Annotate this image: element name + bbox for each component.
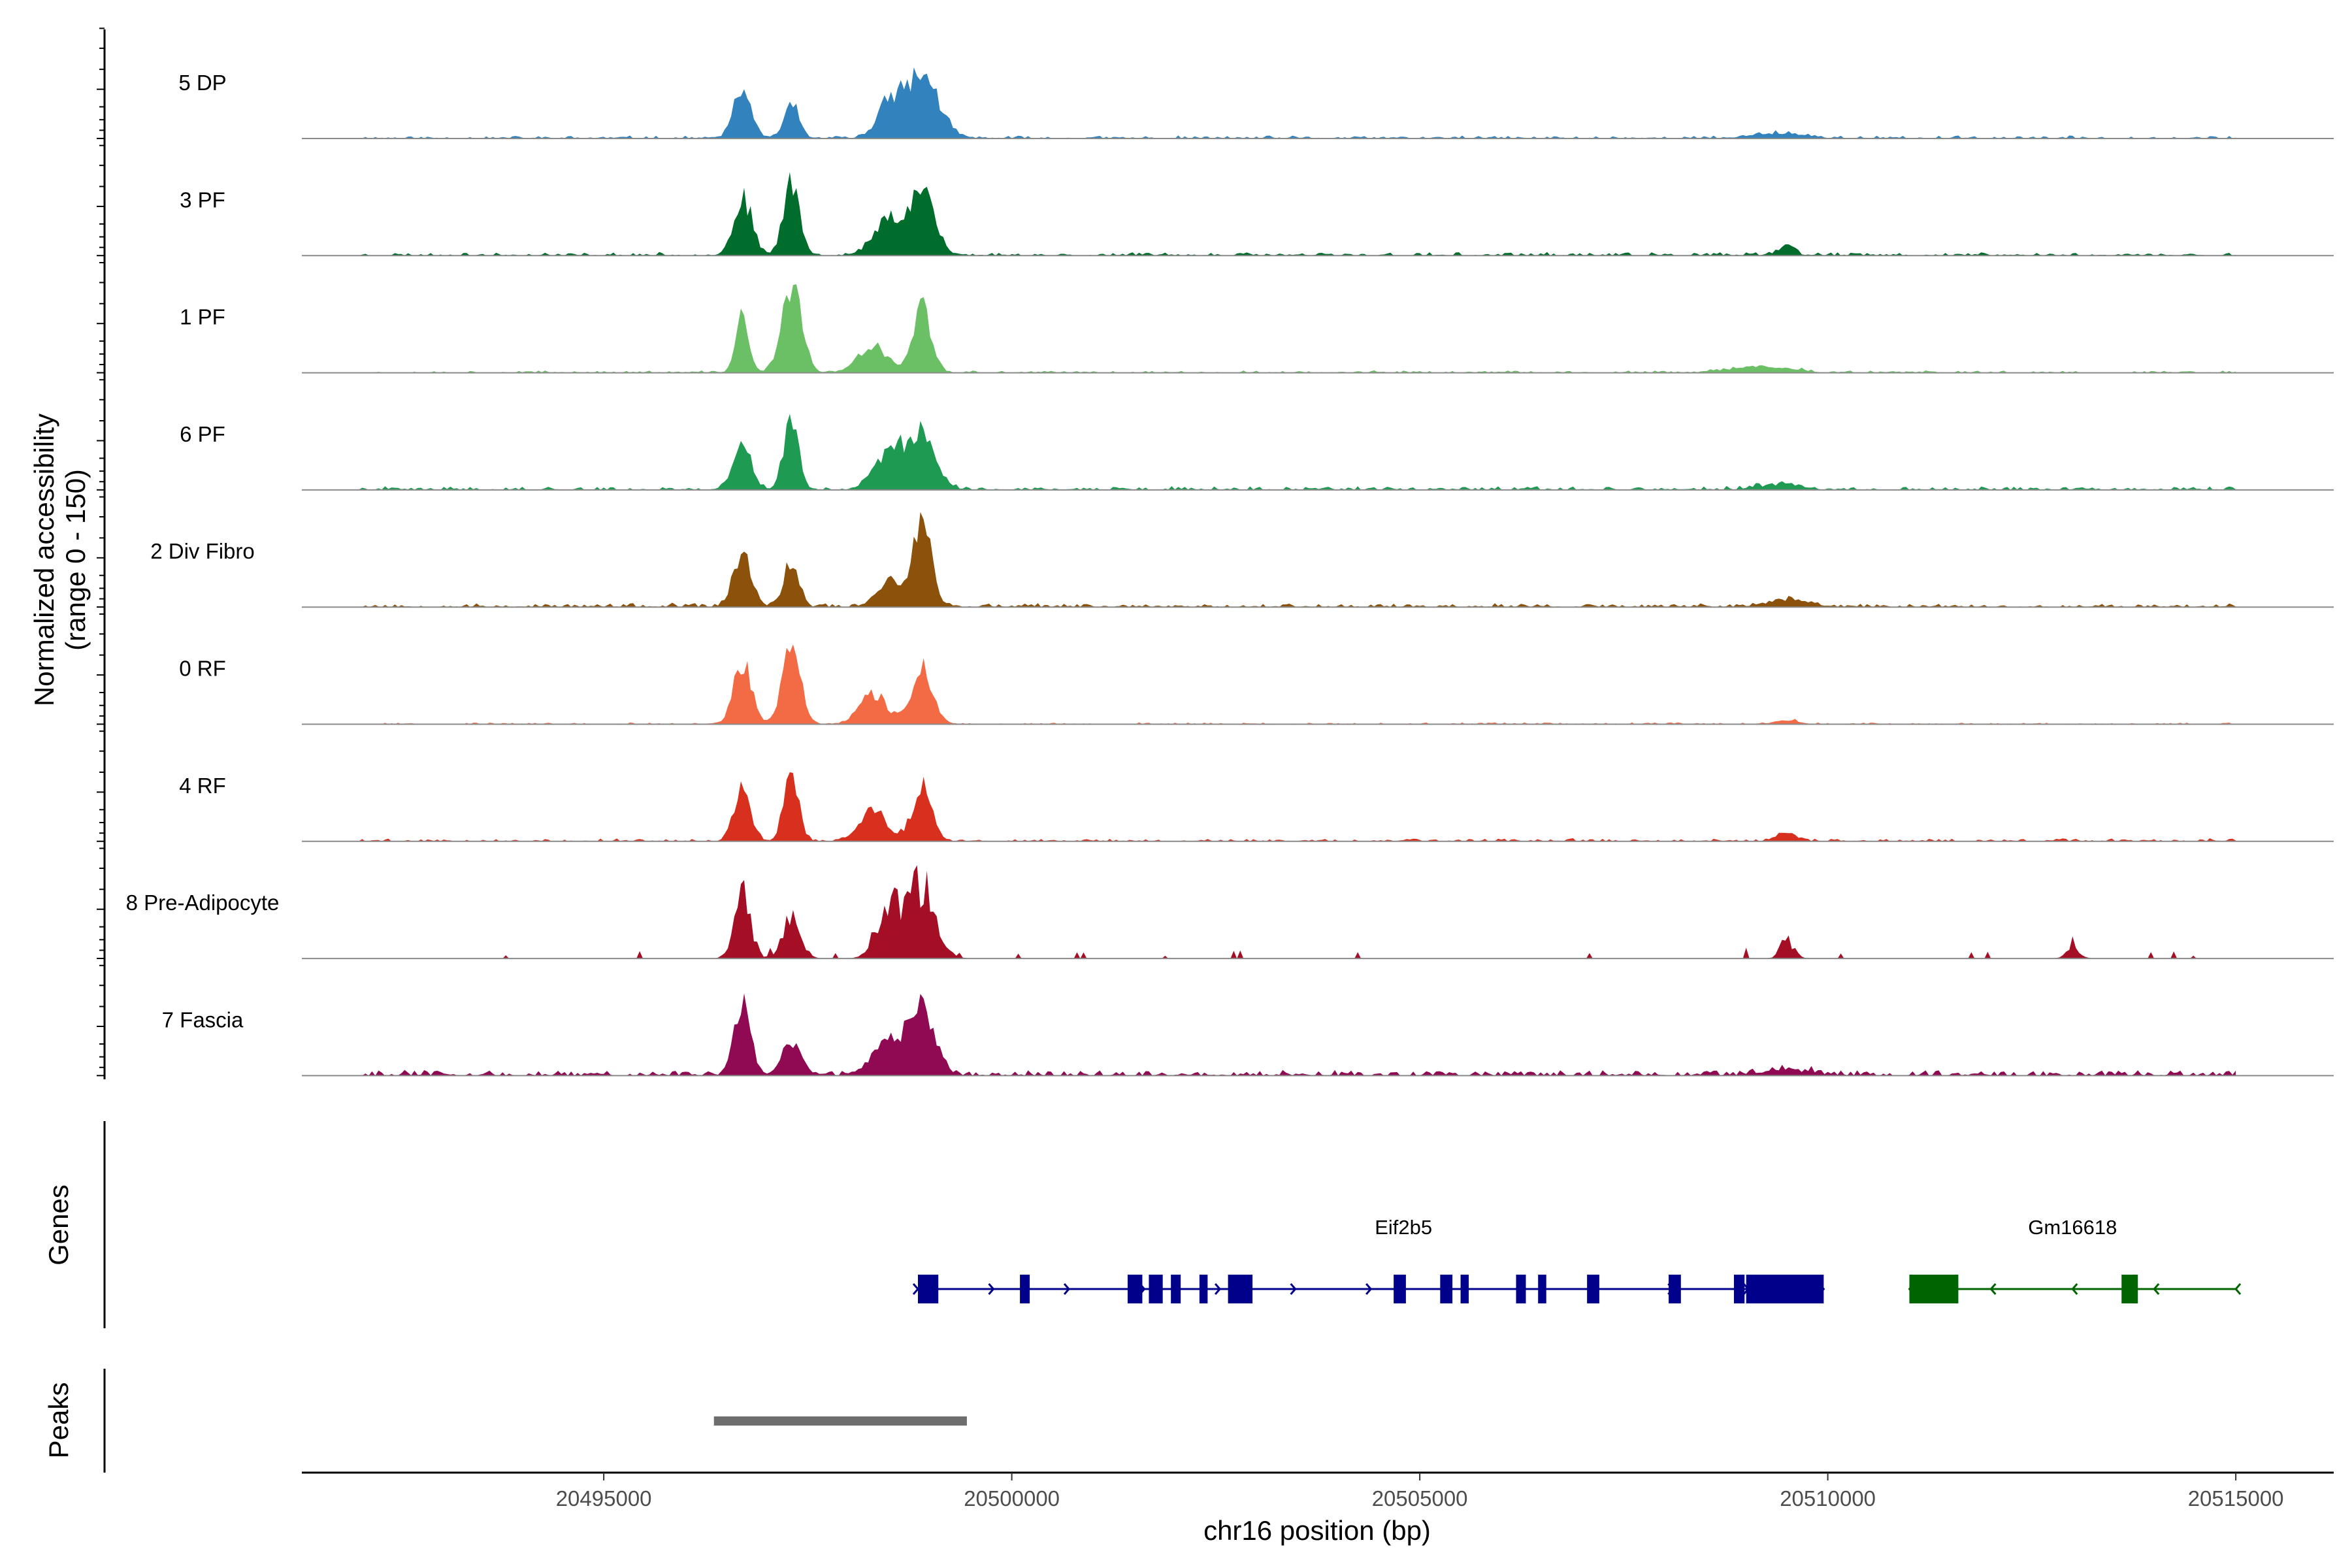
gene-exon	[1228, 1275, 1253, 1303]
track-2-div-fibro: 2 Div Fibro	[150, 512, 2334, 608]
coverage-area	[359, 172, 2236, 256]
coverage-area	[359, 414, 2236, 490]
gene-exon	[1440, 1275, 1453, 1303]
track-1-pf: 1 PF	[180, 284, 2334, 374]
track-3-pf: 3 PF	[180, 172, 2334, 257]
strand-arrow	[912, 1283, 919, 1295]
x-axis: 20495000 20500000 20505000 20510000 20515000	[302, 1471, 2334, 1511]
gene-exon	[2121, 1275, 2138, 1303]
gene-exon	[1733, 1275, 1745, 1303]
strand-arrow	[988, 1283, 995, 1295]
strand-arrow	[1365, 1283, 1373, 1295]
track-label: 5 DP	[178, 71, 226, 95]
x-tick-label: 20495000	[556, 1486, 652, 1511]
gene-name-label: Gm16618	[2028, 1216, 2117, 1239]
called-peak-bar	[713, 1416, 967, 1426]
track-label: 8 Pre-Adipocyte	[126, 890, 280, 915]
gene-exon	[1909, 1275, 1959, 1303]
coverage-area	[359, 284, 2236, 373]
x-axis-title: chr16 position (bp)	[1203, 1515, 1431, 1546]
track-label: 7 Fascia	[162, 1007, 244, 1032]
track-6-pf: 6 PF	[180, 414, 2334, 491]
track-label: 1 PF	[180, 305, 225, 329]
gene-exon	[1149, 1275, 1163, 1303]
gene-exon	[1538, 1275, 1546, 1303]
gene-exon	[1460, 1275, 1469, 1303]
gene-exon	[1020, 1275, 1030, 1303]
y-axis-title: Normalized accessibility	[29, 414, 59, 706]
coverage-area	[359, 512, 2236, 608]
gene-exon	[917, 1275, 939, 1303]
track-label: 0 RF	[179, 657, 226, 681]
coverage-area	[359, 67, 2236, 139]
genes-track-title: Genes	[43, 1184, 74, 1266]
gene-annotation-track: Eif2b5 Gm16618	[912, 1216, 2242, 1303]
gene-exon	[1127, 1275, 1143, 1303]
x-tick-label: 20500000	[964, 1486, 1060, 1511]
coverage-tracks: 5 DP 3 PF 1 PF 6 PF 2 Div Fibro 0 RF 4 RF 8 Pre…	[126, 67, 2334, 1077]
strand-arrow	[1290, 1283, 1297, 1295]
track-4-rf: 4 RF	[179, 772, 2334, 842]
x-tick-label: 20510000	[1780, 1486, 1876, 1511]
track-7-fascia: 7 Fascia	[162, 993, 2334, 1077]
track-0-rf: 0 RF	[179, 644, 2334, 725]
y-axis-range-label: (range 0 - 150)	[60, 469, 91, 651]
strand-arrow	[1989, 1283, 1997, 1295]
gene-exon	[1669, 1275, 1681, 1303]
track-label: 2 Div Fibro	[150, 539, 255, 563]
peaks-track-title: Peaks	[43, 1382, 74, 1459]
x-tick-label: 20515000	[2188, 1486, 2284, 1511]
track-label: 3 PF	[180, 188, 225, 212]
gene-exon	[1746, 1275, 1824, 1303]
gene-exon	[1516, 1275, 1526, 1303]
coverage-y-axis	[97, 27, 106, 1079]
track-5-dp: 5 DP	[178, 67, 2334, 139]
strand-arrow	[2153, 1283, 2160, 1295]
gene-exon	[1199, 1275, 1208, 1303]
gene-exon	[1394, 1275, 1406, 1303]
strand-arrow	[1063, 1283, 1071, 1295]
strand-arrow	[1214, 1283, 1222, 1295]
strand-arrow	[2071, 1283, 2078, 1295]
gene-gm16618: Gm16618	[1908, 1216, 2242, 1303]
called-peaks-track	[713, 1416, 967, 1426]
coverage-area	[359, 644, 2236, 725]
gene-exon	[1587, 1275, 1599, 1303]
x-tick-label: 20505000	[1372, 1486, 1468, 1511]
track-label: 4 RF	[179, 774, 226, 798]
gene-exon	[1171, 1275, 1181, 1303]
track-label: 6 PF	[180, 422, 225, 446]
strand-arrow	[2234, 1283, 2242, 1295]
gene-eif2b5: Eif2b5	[912, 1216, 1825, 1303]
coverage-area	[359, 865, 2236, 959]
coverage-area	[359, 993, 2236, 1076]
track-8-pre-adipocyte: 8 Pre-Adipocyte	[126, 865, 2334, 960]
coverage-area	[359, 772, 2236, 841]
gene-name-label: Eif2b5	[1375, 1216, 1432, 1239]
